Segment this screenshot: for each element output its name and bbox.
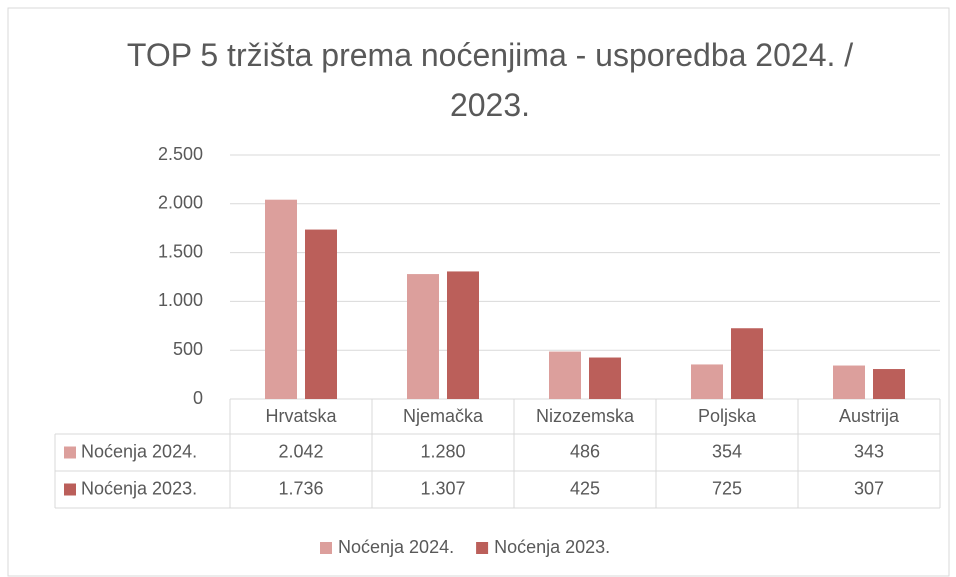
y-tick-label: 2.500 [158,144,203,164]
bar [731,328,763,399]
chart-title: TOP 5 tržišta prema noćenjima - usporedb… [126,37,854,123]
bar [691,364,723,399]
bar [265,199,297,399]
x-tick-label: Njemačka [403,406,484,426]
x-tick-label: Poljska [698,406,757,426]
y-tick-label: 2.000 [158,193,203,213]
y-tick-label: 0 [193,388,203,408]
table-value: 486 [570,441,600,461]
table-legend-key [64,483,76,496]
table-value: 725 [712,478,742,498]
table-value: 354 [712,441,742,461]
bar [305,229,337,399]
table-value: 307 [854,478,884,498]
legend-label: Noćenja 2023. [494,537,610,557]
y-tick-label: 1.000 [158,290,203,310]
table-value: 1.307 [420,478,465,498]
table-value: 343 [854,441,884,461]
bar [407,274,439,399]
legend-key [320,542,332,554]
x-tick-label: Hrvatska [265,406,337,426]
bar [447,271,479,399]
legend-key [476,542,489,554]
table-series-name: Noćenja 2023. [81,478,197,498]
legend-label: Noćenja 2024. [338,537,454,557]
table-value: 1.736 [278,478,323,498]
table-series-name: Noćenja 2024. [81,441,197,461]
x-tick-label: Austrija [839,406,900,426]
bar [549,351,581,399]
table-legend-key [64,446,76,459]
table-value: 425 [570,478,600,498]
y-tick-label: 500 [173,339,203,359]
bar [589,357,621,399]
table-value: 1.280 [420,441,465,461]
x-tick-label: Nizozemska [536,406,635,426]
y-tick-label: 1.500 [158,241,203,261]
table-value: 2.042 [278,441,323,461]
bar [833,365,865,399]
bar [873,369,905,399]
